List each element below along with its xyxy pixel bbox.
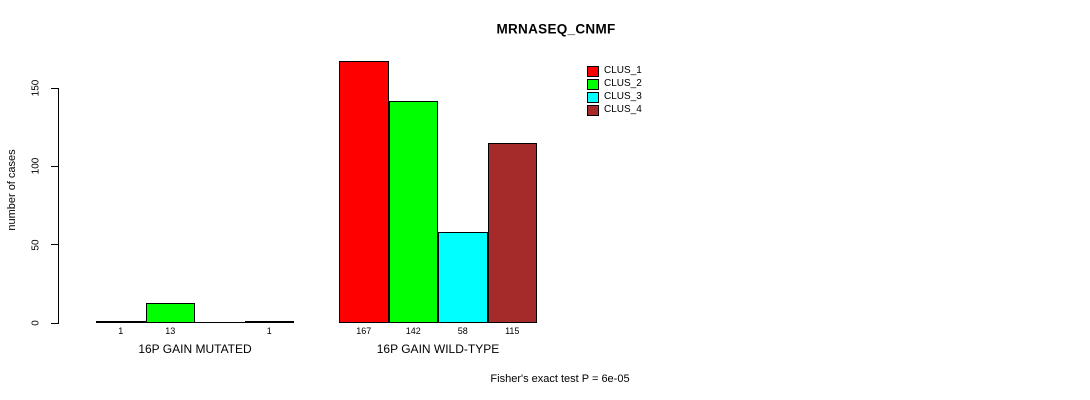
y-tick-label: 0 [30,320,42,326]
y-tick-label: 50 [30,239,42,251]
y-tick [51,322,58,324]
bar-clus_4-16p-gain-mutated [244,321,294,323]
bar-clus_3-16p-gain-mutated [195,322,245,323]
bar-value-label: 167 [356,326,372,336]
legend-swatch-clus_1 [587,65,599,77]
y-tick-label: 150 [30,79,42,97]
legend-label: CLUS_4 [604,104,642,116]
chart-title: MRNASEQ_CNMF [496,21,616,37]
legend: CLUS_1 CLUS_2 CLUS_3 CLUS_4 [587,65,642,117]
y-axis-line [58,87,59,324]
legend-item-clus_3: CLUS_3 [587,91,642,104]
legend-swatch-clus_3 [587,91,599,103]
legend-item-clus_2: CLUS_2 [587,78,642,91]
x-group-label: 16P GAIN MUTATED [138,342,252,356]
x-group-label: 16P GAIN WILD-TYPE [376,342,500,356]
bar-clus_1-16p-gain-wild-type [339,61,389,323]
bar-value-label: 1 [266,326,272,336]
bar-clus_2-16p-gain-mutated [145,303,195,323]
legend-swatch-clus_4 [587,104,599,116]
y-tick-label: 100 [30,157,42,175]
bar-value-label: 115 [505,326,520,336]
legend-label: CLUS_2 [604,78,642,90]
y-tick [51,244,58,246]
bar-value-label: 58 [457,326,468,336]
legend-swatch-clus_2 [587,78,599,90]
y-tick [51,87,58,89]
bar-clus_1-16p-gain-mutated [96,321,146,323]
y-tick [51,165,58,167]
legend-item-clus_1: CLUS_1 [587,65,642,78]
bar-clus_2-16p-gain-wild-type [388,101,438,323]
bar-clus_4-16p-gain-wild-type [487,143,537,323]
bar-value-label: 142 [405,326,421,336]
legend-label: CLUS_1 [604,65,642,77]
bar-clus_3-16p-gain-wild-type [438,232,488,323]
legend-item-clus_4: CLUS_4 [587,104,642,117]
bar-value-label: 1 [118,326,124,336]
bar-value-label: 13 [165,326,176,336]
stat-annotation: Fisher's exact test P = 6e-05 [490,373,630,385]
legend-label: CLUS_3 [604,91,642,103]
